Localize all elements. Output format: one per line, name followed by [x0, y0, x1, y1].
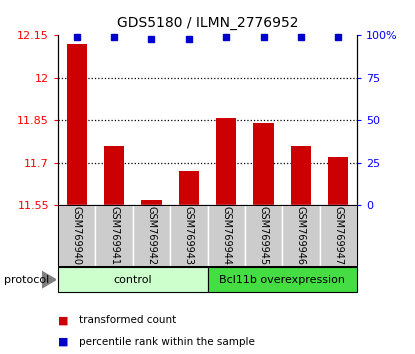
Text: GSM769941: GSM769941	[109, 206, 119, 265]
Text: transformed count: transformed count	[79, 315, 176, 325]
Bar	[141, 200, 162, 205]
Text: ■: ■	[58, 315, 68, 325]
Text: ■: ■	[58, 337, 68, 347]
Polygon shape	[42, 271, 56, 288]
Text: percentile rank within the sample: percentile rank within the sample	[79, 337, 255, 347]
Bar	[328, 157, 349, 205]
Bar	[170, 205, 208, 266]
Text: GSM769942: GSM769942	[146, 206, 156, 265]
Text: control: control	[113, 275, 152, 285]
Bar	[95, 205, 133, 266]
Bar	[58, 205, 95, 266]
Text: protocol: protocol	[4, 275, 49, 285]
Text: GSM769945: GSM769945	[259, 206, 269, 265]
Bar	[208, 205, 245, 266]
Bar	[290, 146, 311, 205]
Bar	[104, 146, 124, 205]
Bar	[245, 205, 282, 266]
Text: GSM769947: GSM769947	[333, 206, 343, 265]
Bar	[178, 171, 199, 205]
Bar	[253, 123, 274, 205]
Text: GSM769940: GSM769940	[72, 206, 82, 265]
Bar	[66, 44, 87, 205]
Text: GDS5180 / ILMN_2776952: GDS5180 / ILMN_2776952	[117, 16, 298, 30]
Text: GSM769943: GSM769943	[184, 206, 194, 265]
Bar	[58, 205, 357, 266]
Bar	[216, 118, 237, 205]
Bar	[282, 205, 320, 266]
Text: Bcl11b overexpression: Bcl11b overexpression	[219, 275, 345, 285]
Bar	[320, 205, 357, 266]
Text: GSM769946: GSM769946	[296, 206, 306, 265]
Bar	[208, 267, 357, 292]
Bar	[133, 205, 170, 266]
Bar	[58, 267, 208, 292]
Text: GSM769944: GSM769944	[221, 206, 231, 265]
